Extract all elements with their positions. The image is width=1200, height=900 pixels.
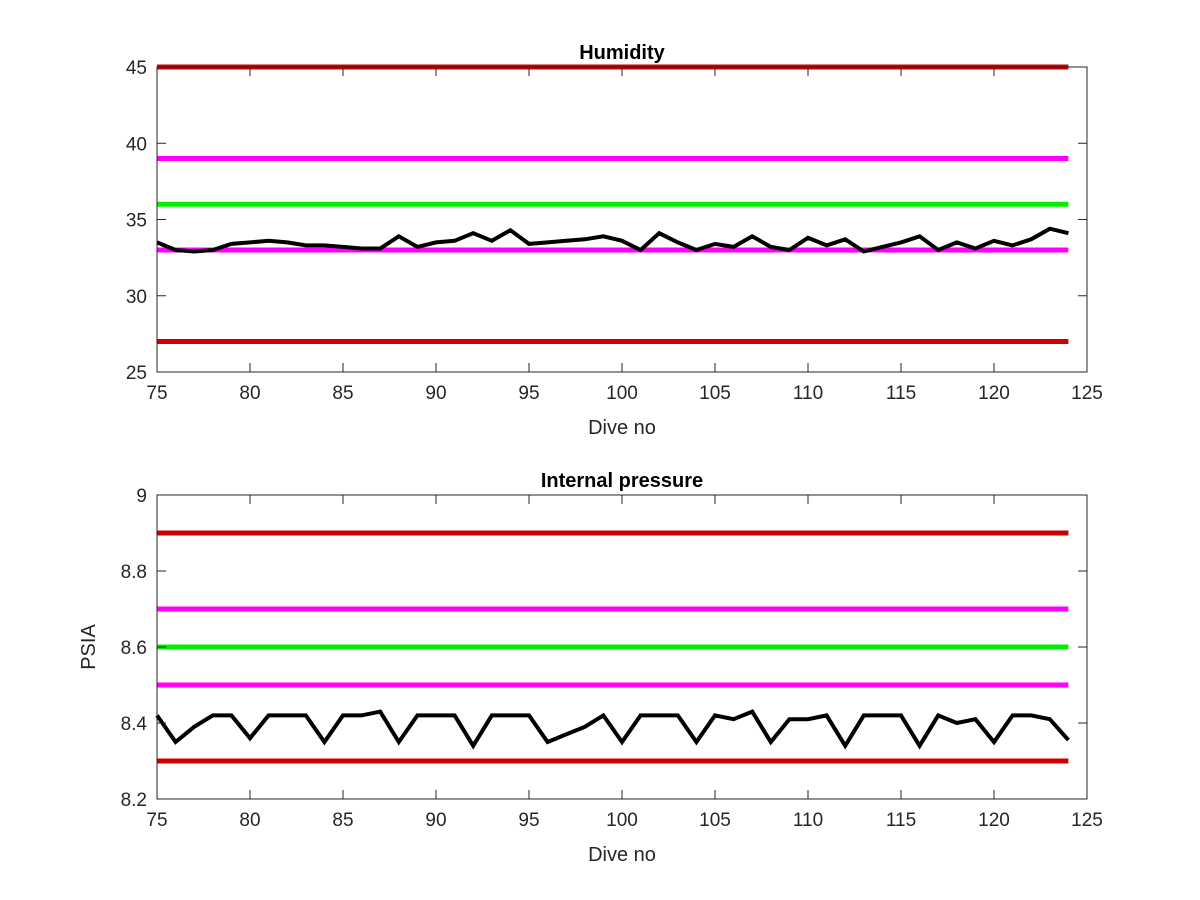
x-tick-label: 120 — [978, 810, 1010, 831]
series-lines — [156, 226, 1069, 254]
y-tick-label: 8.2 — [121, 790, 147, 811]
axis-ticks: 75 80 85 90 95 100 105 110 115 120 125 25 30 35 40 45 — [126, 58, 1103, 404]
series-lines — [155, 709, 1070, 750]
y-tick-label: 45 — [126, 58, 147, 79]
data-series-line — [155, 709, 1070, 750]
y-tick-label: 8.4 — [121, 714, 148, 735]
axis-ticks: 75 80 85 90 95 100 105 110 115 120 125 8.2 8.4 8.6 8.8… — [121, 486, 1103, 831]
y-tick-label: 30 — [126, 287, 147, 308]
x-tick-label: 100 — [606, 810, 638, 831]
y-tick-label: 9 — [136, 486, 147, 507]
x-tick-label: 100 — [606, 383, 638, 404]
x-tick-label: 75 — [146, 383, 167, 404]
y-tick-label: 8.6 — [121, 638, 147, 659]
x-tick-label: 85 — [332, 810, 353, 831]
x-tick-label: 125 — [1071, 383, 1103, 404]
data-series-line — [156, 226, 1069, 254]
y-tick-label: 8.8 — [121, 562, 147, 583]
x-tick-label: 90 — [425, 383, 446, 404]
x-axis-label: Dive no — [588, 417, 656, 439]
x-tick-label: 110 — [793, 383, 823, 404]
x-tick-label: 115 — [886, 810, 916, 831]
y-tick-label: 40 — [126, 134, 147, 155]
y-tick-label: 25 — [126, 363, 147, 384]
y-tick-label: 35 — [126, 211, 147, 232]
x-tick-label: 105 — [699, 810, 731, 831]
x-tick-label: 115 — [886, 383, 916, 404]
x-tick-label: 125 — [1071, 810, 1103, 831]
x-tick-label: 95 — [518, 810, 539, 831]
x-tick-label: 95 — [518, 383, 539, 404]
x-tick-label: 85 — [332, 383, 353, 404]
chart-title: Internal pressure — [541, 470, 703, 492]
x-tick-label: 80 — [239, 810, 260, 831]
x-tick-label: 75 — [146, 810, 167, 831]
plot-area — [157, 67, 1087, 372]
x-tick-label: 120 — [978, 383, 1010, 404]
x-tick-label: 90 — [425, 810, 446, 831]
x-tick-label: 105 — [699, 383, 731, 404]
internal-pressure-plot: 75 80 85 90 95 100 105 110 115 120 125 8.2 8.4 8.6 8.8… — [78, 470, 1103, 866]
y-axis-label: PSIA — [78, 624, 100, 670]
x-tick-label: 80 — [239, 383, 260, 404]
humidity-plot: 75 80 85 90 95 100 105 110 115 120 125 25 30 35 40 45 H… — [126, 42, 1103, 439]
threshold-lines — [157, 530, 1069, 764]
chart-title: Humidity — [579, 42, 665, 64]
x-axis-label: Dive no — [588, 844, 656, 866]
x-tick-label: 110 — [793, 810, 823, 831]
